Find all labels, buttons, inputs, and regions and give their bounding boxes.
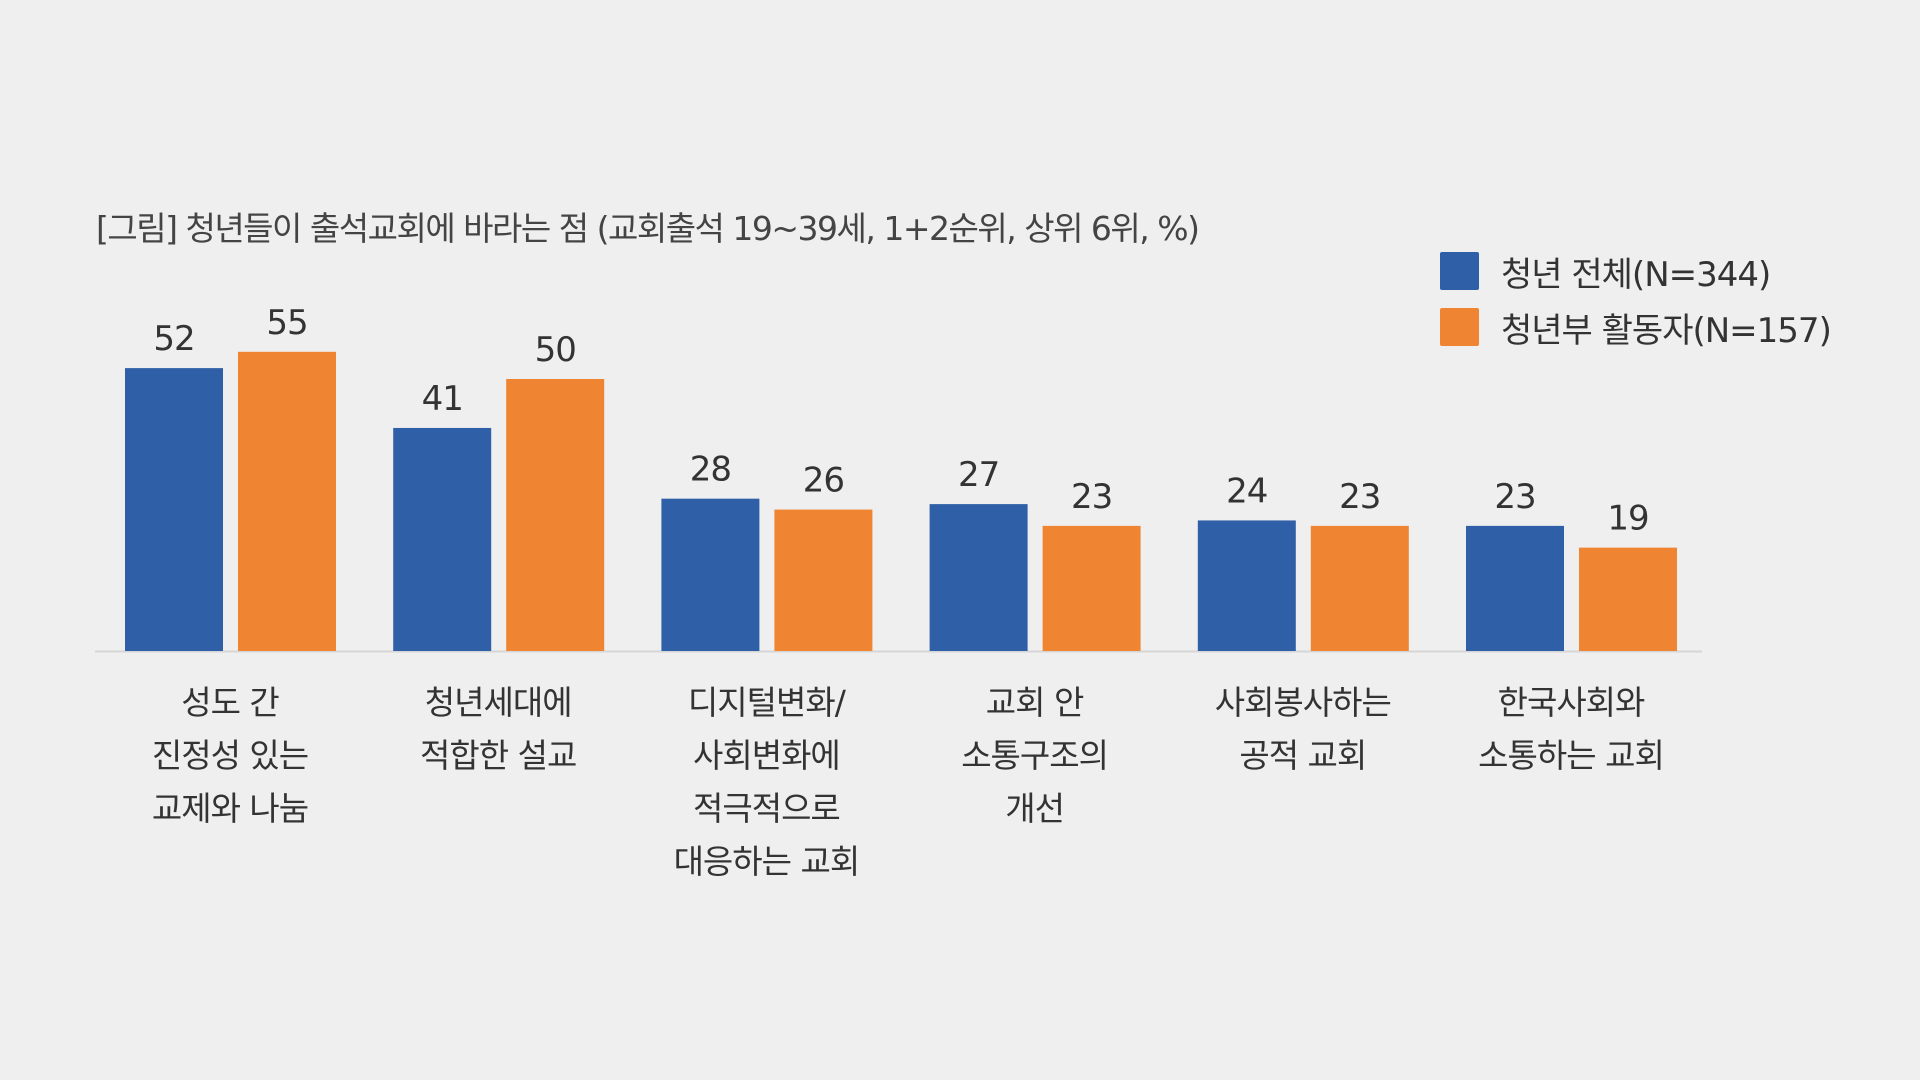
- legend-label: 청년부 활동자(N=157): [1501, 310, 1832, 351]
- category-label: 사회봉사하는 공적 교회: [1214, 683, 1392, 775]
- bar-all-youth-1: [125, 368, 223, 651]
- bar-youth-group-active-3: [774, 509, 873, 651]
- legend-swatch-blue: [1440, 252, 1479, 290]
- category-label: 한국사회와 소통하는 교회: [1478, 683, 1665, 775]
- data-label: 24: [1226, 471, 1267, 511]
- bar-youth-group-active-6: [1579, 547, 1677, 651]
- legend: 청년 전체(N=344) 청년부 활동자(N=157): [1440, 243, 1832, 355]
- data-label: 26: [803, 461, 844, 501]
- legend-item-all-youth: 청년 전체(N=344): [1440, 243, 1831, 299]
- data-label: 41: [422, 379, 463, 419]
- data-label: 52: [153, 319, 194, 359]
- category-label: 성도 간 진정성 있는 교제와 나눔: [151, 683, 309, 828]
- data-label: 55: [266, 303, 307, 343]
- category-label: 디지털변화/ 사회변화에 적극적으로 대응하는 교회: [673, 683, 861, 881]
- bar-youth-group-active-2: [506, 379, 605, 651]
- data-label: 23: [1339, 477, 1380, 517]
- category-label: 청년세대에 적합한 설교: [420, 683, 577, 775]
- bar-youth-group-active-5: [1310, 525, 1409, 651]
- data-label: 27: [958, 455, 999, 495]
- data-label: 50: [535, 330, 576, 370]
- bar-all-youth-4: [929, 504, 1028, 651]
- bar-youth-group-active-4: [1042, 525, 1141, 651]
- bar-all-youth-2: [393, 427, 492, 651]
- legend-label: 청년 전체(N=344): [1501, 254, 1771, 295]
- bar-all-youth-5: [1197, 520, 1296, 651]
- data-label: 23: [1071, 477, 1112, 517]
- data-label: 28: [690, 450, 731, 490]
- bar-all-youth-6: [1466, 525, 1564, 651]
- data-label: 23: [1494, 477, 1535, 517]
- legend-swatch-orange: [1440, 308, 1479, 346]
- category-label: 교회 안 소통구조의 개선: [961, 683, 1109, 828]
- chart-title: [그림] 청년들이 출석교회에 바라는 점 (교회출석 19~39세, 1+2순…: [96, 209, 1200, 248]
- legend-item-youth-group-active: 청년부 활동자(N=157): [1440, 299, 1832, 355]
- bar-youth-group-active-1: [238, 351, 336, 651]
- data-label: 19: [1607, 499, 1648, 539]
- bar-all-youth-3: [661, 498, 760, 651]
